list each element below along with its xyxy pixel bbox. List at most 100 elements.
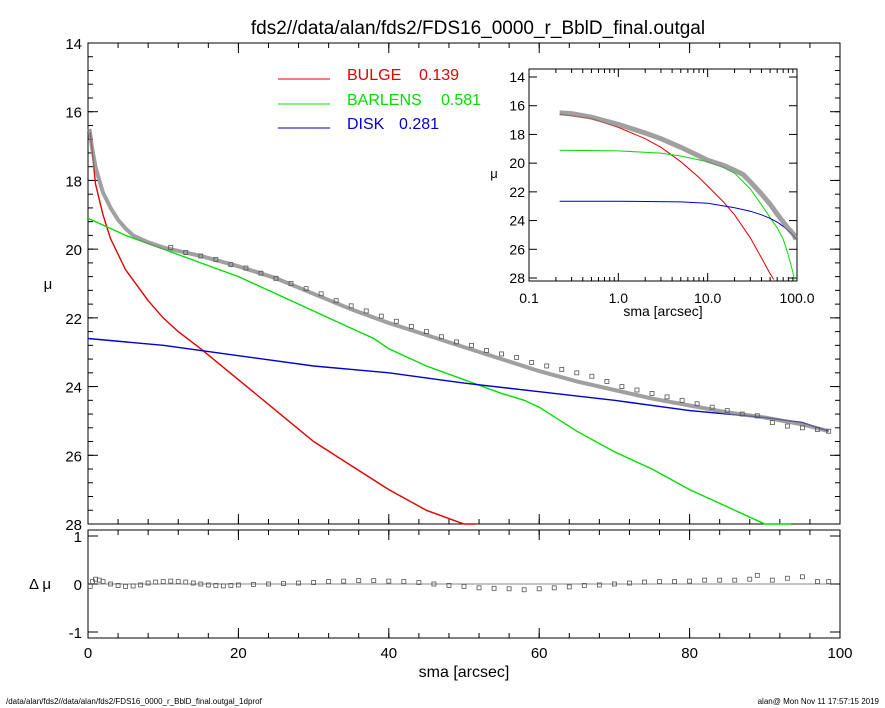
data-point xyxy=(288,281,294,286)
x-axis-label: sma [arcsec] xyxy=(419,664,510,681)
footer-filepath: /data/alan/fds2//data/alan/fds2/FDS16_00… xyxy=(6,697,262,706)
data-point xyxy=(649,391,655,396)
residual-point xyxy=(581,583,587,588)
legend-value-disk: 0.281 xyxy=(399,116,439,133)
data-point xyxy=(664,394,670,400)
data-point xyxy=(634,387,640,393)
inset-series-bulge-line xyxy=(559,113,775,280)
inset-series-barlens-line xyxy=(559,149,795,280)
data-point xyxy=(709,404,715,410)
series-disk-line xyxy=(87,337,829,432)
residual-point xyxy=(461,584,467,589)
residual-point xyxy=(311,580,317,585)
inset-y-tick-label: 26 xyxy=(509,241,525,257)
residual-point xyxy=(235,582,241,588)
residual-point xyxy=(356,578,362,584)
data-point xyxy=(514,354,520,360)
residual-point xyxy=(627,580,632,586)
residual-y-tick-label: -1 xyxy=(69,625,82,642)
data-point xyxy=(769,420,775,426)
residual-point xyxy=(754,572,760,578)
data-point xyxy=(454,339,459,345)
data-point xyxy=(318,291,324,297)
x-tick-label: 80 xyxy=(681,645,698,662)
residual-point xyxy=(205,582,211,588)
residual-point xyxy=(732,577,738,583)
inset-y-tick-label: 18 xyxy=(509,126,525,142)
residual-point xyxy=(416,580,422,585)
residual-point xyxy=(521,587,527,593)
data-point xyxy=(213,257,219,262)
residual-point xyxy=(784,575,790,581)
x-tick-label: 0 xyxy=(84,645,92,662)
inset-x-tick-label: 100.0 xyxy=(779,290,814,306)
legend-label-disk: DISK xyxy=(347,116,385,133)
residual-point xyxy=(326,579,332,584)
data-point xyxy=(393,318,399,324)
residual-point xyxy=(386,578,392,584)
x-tick-label: 100 xyxy=(827,645,852,662)
data-point xyxy=(559,366,565,372)
data-point xyxy=(439,334,444,340)
series-barlens-line xyxy=(87,217,792,525)
residual-point xyxy=(747,576,753,582)
residual-point xyxy=(198,581,204,587)
inset-series-model-line xyxy=(559,110,799,241)
main-panel: 14 16 18 20 22 24 26 28 μ xyxy=(44,36,841,534)
data-point xyxy=(826,428,832,434)
residual-point xyxy=(536,586,542,592)
data-point xyxy=(679,397,685,403)
inset-ticks: 14 16 18 20 22 24 26 28 0.1 1.0 10.0 100.0 xyxy=(509,69,815,306)
series-bulge-line xyxy=(89,132,476,525)
inset-y-tick-label: 14 xyxy=(509,69,525,85)
residual-point xyxy=(506,586,512,592)
residual-point xyxy=(183,579,189,585)
data-point xyxy=(258,270,264,276)
residual-point xyxy=(800,574,805,580)
data-point xyxy=(273,275,279,281)
data-point xyxy=(604,379,610,384)
residual-point xyxy=(401,579,407,584)
data-point xyxy=(408,324,414,329)
main-y-tick-label: 14 xyxy=(65,36,82,53)
residual-point xyxy=(371,578,377,584)
inset-x-tick-label: 1.0 xyxy=(609,290,629,306)
main-y-tick-label: 26 xyxy=(65,448,82,465)
inset-y-tick-label: 24 xyxy=(509,213,525,229)
residual-y-tick-label: 1 xyxy=(74,529,82,546)
inset-y-axis-label: μ xyxy=(490,166,498,181)
main-series-group xyxy=(87,128,830,525)
x-tick-label: 20 xyxy=(230,645,247,662)
data-point xyxy=(228,262,234,268)
data-point xyxy=(574,370,580,376)
residual-y-tick-label: 0 xyxy=(74,577,82,594)
x-tick-label: 40 xyxy=(380,645,397,662)
main-data-points xyxy=(168,245,832,434)
inset-frame xyxy=(528,68,798,282)
data-point xyxy=(784,423,790,429)
inset-x-tick-label: 10.0 xyxy=(694,290,721,306)
inset-y-tick-label: 22 xyxy=(509,184,525,200)
residual-point xyxy=(168,578,174,584)
legend-label-barlens: BARLENS xyxy=(347,92,422,109)
main-y-tick-label: 28 xyxy=(65,517,82,534)
data-point xyxy=(499,351,505,357)
data-point xyxy=(619,384,625,389)
footer-timestamp: alan@ Mon Nov 11 17:57:15 2019 xyxy=(757,697,879,706)
residual-point xyxy=(87,584,93,589)
residual-point xyxy=(115,583,121,588)
inset-y-tick-label: 28 xyxy=(509,270,525,286)
residual-point xyxy=(596,582,602,588)
data-point xyxy=(529,360,535,365)
residual-point xyxy=(153,579,159,585)
residual-point xyxy=(642,579,647,585)
data-point xyxy=(544,363,550,369)
legend-label-bulge: BULGE xyxy=(347,67,401,84)
residual-point xyxy=(228,583,234,588)
residual-point xyxy=(130,583,136,589)
data-point xyxy=(800,425,805,431)
main-y-tick-label: 18 xyxy=(65,173,82,190)
